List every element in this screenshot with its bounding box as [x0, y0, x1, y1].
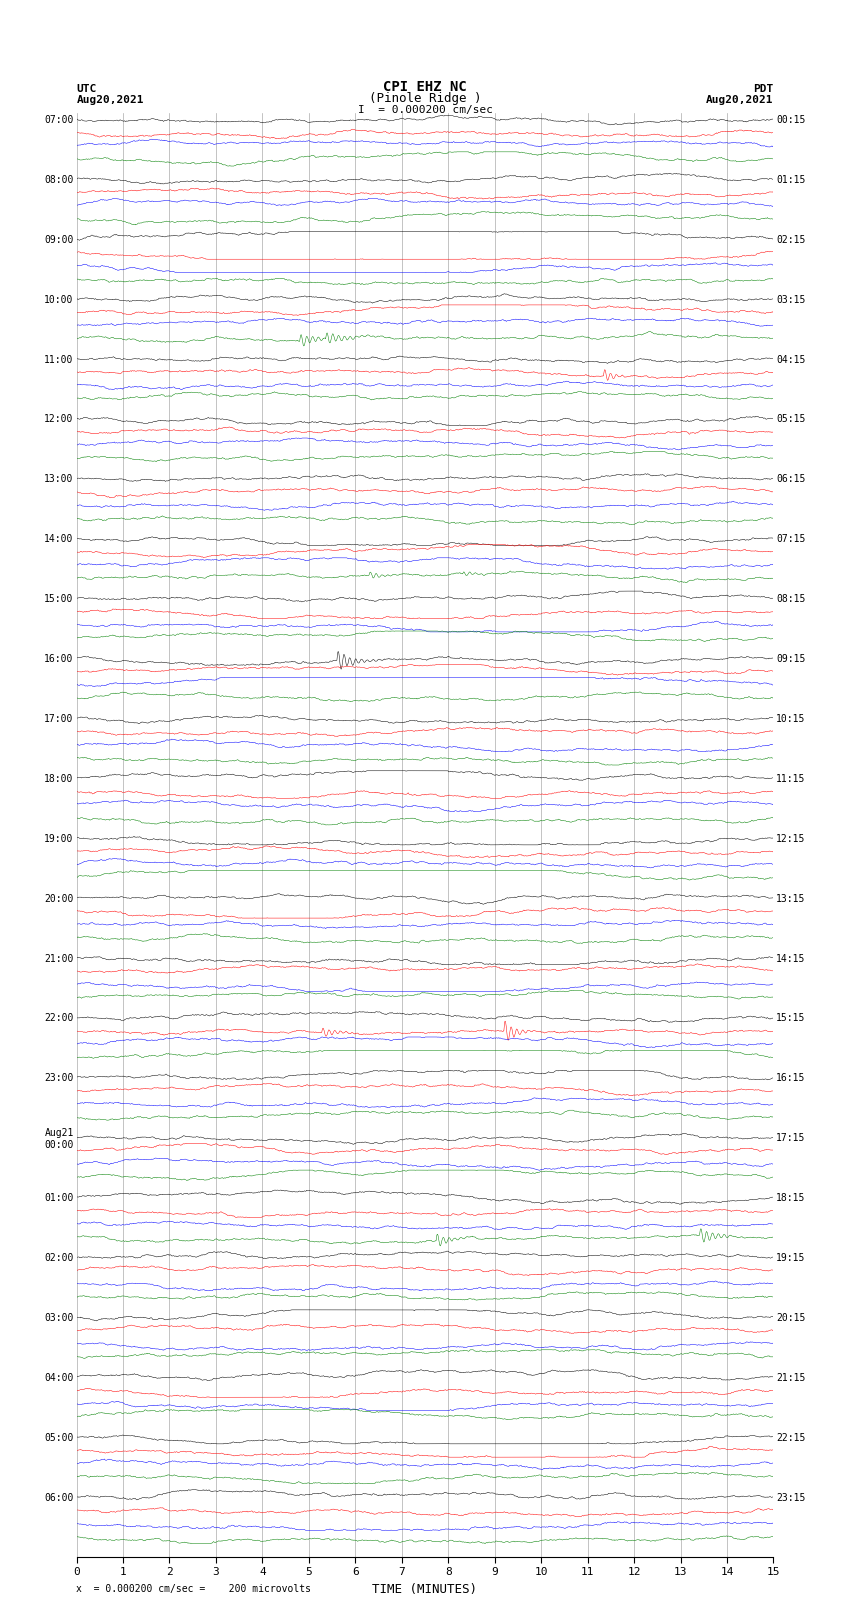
Text: PDT: PDT — [753, 84, 774, 94]
Text: x  = 0.000200 cm/sec =    200 microvolts: x = 0.000200 cm/sec = 200 microvolts — [76, 1584, 311, 1594]
X-axis label: TIME (MINUTES): TIME (MINUTES) — [372, 1582, 478, 1595]
Text: UTC: UTC — [76, 84, 97, 94]
Text: Aug20,2021: Aug20,2021 — [76, 95, 144, 105]
Text: (Pinole Ridge ): (Pinole Ridge ) — [369, 92, 481, 105]
Text: Aug20,2021: Aug20,2021 — [706, 95, 774, 105]
Text: CPI EHZ NC: CPI EHZ NC — [383, 81, 467, 94]
Text: I  = 0.000200 cm/sec: I = 0.000200 cm/sec — [358, 105, 492, 115]
